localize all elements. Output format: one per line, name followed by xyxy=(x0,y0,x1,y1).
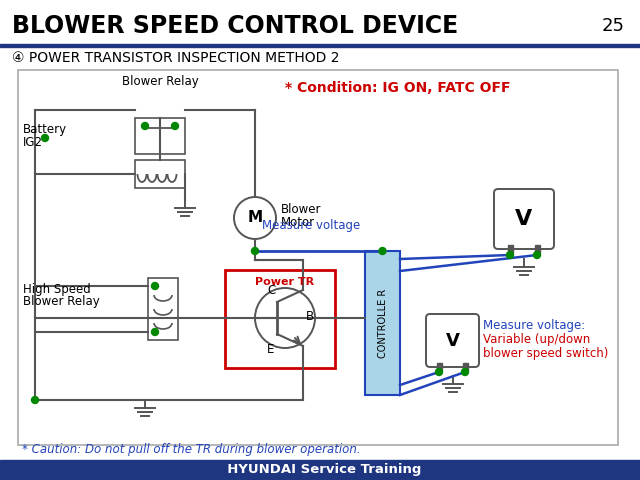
Text: 25: 25 xyxy=(602,17,625,35)
Circle shape xyxy=(152,328,159,336)
Text: C: C xyxy=(267,284,275,297)
Text: CONTROLLE R: CONTROLLE R xyxy=(378,288,387,358)
Bar xyxy=(18,70,618,445)
Bar xyxy=(0,460,640,480)
Text: B: B xyxy=(306,310,314,323)
Circle shape xyxy=(152,283,159,289)
Circle shape xyxy=(534,252,541,259)
Text: M: M xyxy=(248,211,262,226)
Text: IG2: IG2 xyxy=(23,136,43,149)
Text: E: E xyxy=(268,343,275,356)
Text: High Speed: High Speed xyxy=(23,284,91,297)
Circle shape xyxy=(461,369,468,375)
Bar xyxy=(0,44,640,47)
Text: Measure voltage:: Measure voltage: xyxy=(483,320,585,333)
Circle shape xyxy=(379,248,386,254)
Bar xyxy=(135,160,185,188)
Text: Blower Relay: Blower Relay xyxy=(122,75,198,88)
Text: * Caution: Do not pull off the TR during blower operation.: * Caution: Do not pull off the TR during… xyxy=(22,444,360,456)
Bar xyxy=(135,118,185,154)
Circle shape xyxy=(435,369,442,375)
Text: HYUNDAI Service Training: HYUNDAI Service Training xyxy=(218,464,422,477)
Text: Measure voltage: Measure voltage xyxy=(262,218,360,231)
Bar xyxy=(365,251,400,395)
Circle shape xyxy=(234,197,276,239)
Text: ④ POWER TRANSISTOR INSPECTION METHOD 2: ④ POWER TRANSISTOR INSPECTION METHOD 2 xyxy=(12,51,339,65)
FancyBboxPatch shape xyxy=(426,314,479,367)
Circle shape xyxy=(252,248,259,254)
Text: Variable (up/down: Variable (up/down xyxy=(483,334,590,347)
Text: Battery: Battery xyxy=(23,123,67,136)
Text: * Condition: IG ON, FATC OFF: * Condition: IG ON, FATC OFF xyxy=(285,81,511,95)
Text: V: V xyxy=(515,209,532,229)
Text: Motor: Motor xyxy=(281,216,315,229)
Text: V: V xyxy=(445,332,460,349)
Circle shape xyxy=(506,252,513,259)
Text: blower speed switch): blower speed switch) xyxy=(483,348,609,360)
Bar xyxy=(463,363,468,370)
Circle shape xyxy=(255,288,315,348)
Bar xyxy=(535,245,540,253)
Bar xyxy=(225,270,335,368)
Circle shape xyxy=(42,134,49,142)
Text: BLOWER SPEED CONTROL DEVICE: BLOWER SPEED CONTROL DEVICE xyxy=(12,14,458,38)
Bar xyxy=(437,363,442,370)
Circle shape xyxy=(141,122,148,130)
Bar xyxy=(148,278,178,340)
Bar xyxy=(508,245,513,253)
Circle shape xyxy=(172,122,179,130)
Text: Blower Relay: Blower Relay xyxy=(23,296,100,309)
Text: Power TR: Power TR xyxy=(255,277,314,287)
Circle shape xyxy=(31,396,38,404)
FancyBboxPatch shape xyxy=(494,189,554,249)
Text: Blower: Blower xyxy=(281,203,321,216)
